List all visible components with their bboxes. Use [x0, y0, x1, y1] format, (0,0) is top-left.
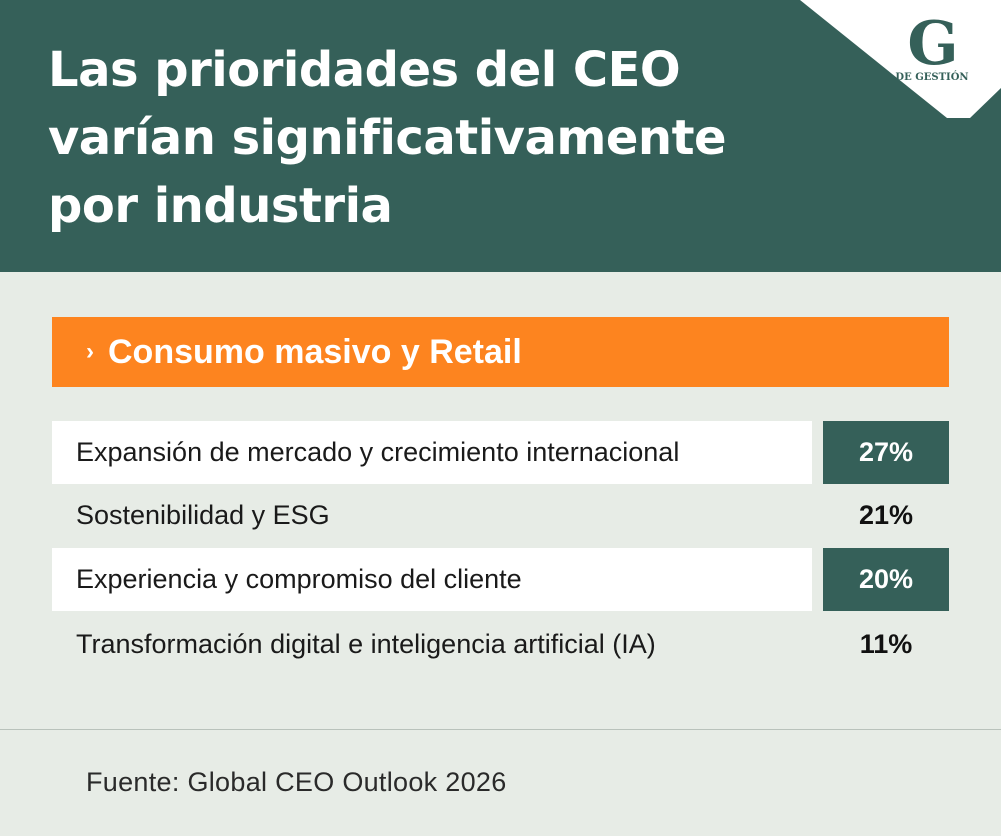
section-label: Consumo masivo y Retail: [108, 332, 522, 371]
row-value: 27%: [858, 437, 914, 467]
table-row: Sostenibilidad y ESG 21%: [52, 484, 949, 547]
title-line-3: por industria: [48, 178, 393, 234]
row-value: 11%: [859, 629, 913, 659]
row-value-background: [823, 421, 949, 484]
table-row: Expansión de mercado y crecimiento inter…: [52, 421, 949, 484]
row-label: Transformación digital e inteligencia ar…: [76, 629, 656, 659]
table-row: Transformación digital e inteligencia ar…: [52, 613, 949, 676]
table-row: Experiencia y compromiso del cliente 20%: [52, 548, 949, 611]
row-label: Experiencia y compromiso del cliente: [76, 564, 522, 594]
row-label-background: [52, 421, 812, 484]
title-line-2: varían significativamente: [48, 110, 727, 166]
row-label: Sostenibilidad y ESG: [76, 500, 330, 530]
row-value: 21%: [858, 500, 914, 530]
logo-letter: G: [907, 9, 958, 79]
page-title: Las prioridades del CEO varían significa…: [48, 36, 768, 240]
gestion-logo: G DE GESTIÓN: [800, 0, 1001, 120]
title-line-1: Las prioridades del CEO: [48, 42, 681, 98]
logo-badge: G DE GESTIÓN: [800, 0, 1001, 118]
header-banner: Las prioridades del CEO varían significa…: [0, 0, 1001, 272]
row-value: 20%: [858, 564, 914, 594]
chevron-right-icon: ›: [86, 338, 94, 365]
source-note: Fuente: Global CEO Outlook 2026: [86, 767, 507, 797]
row-value-background: [823, 548, 949, 611]
row-label: Expansión de mercado y crecimiento inter…: [76, 437, 680, 467]
row-label-background: [52, 548, 812, 611]
footer-divider: [0, 729, 1001, 730]
logo-corner-shape: [800, 0, 1001, 118]
logo-subtitle: DE GESTIÓN: [895, 71, 968, 83]
section-header: › Consumo masivo y Retail: [52, 317, 949, 387]
